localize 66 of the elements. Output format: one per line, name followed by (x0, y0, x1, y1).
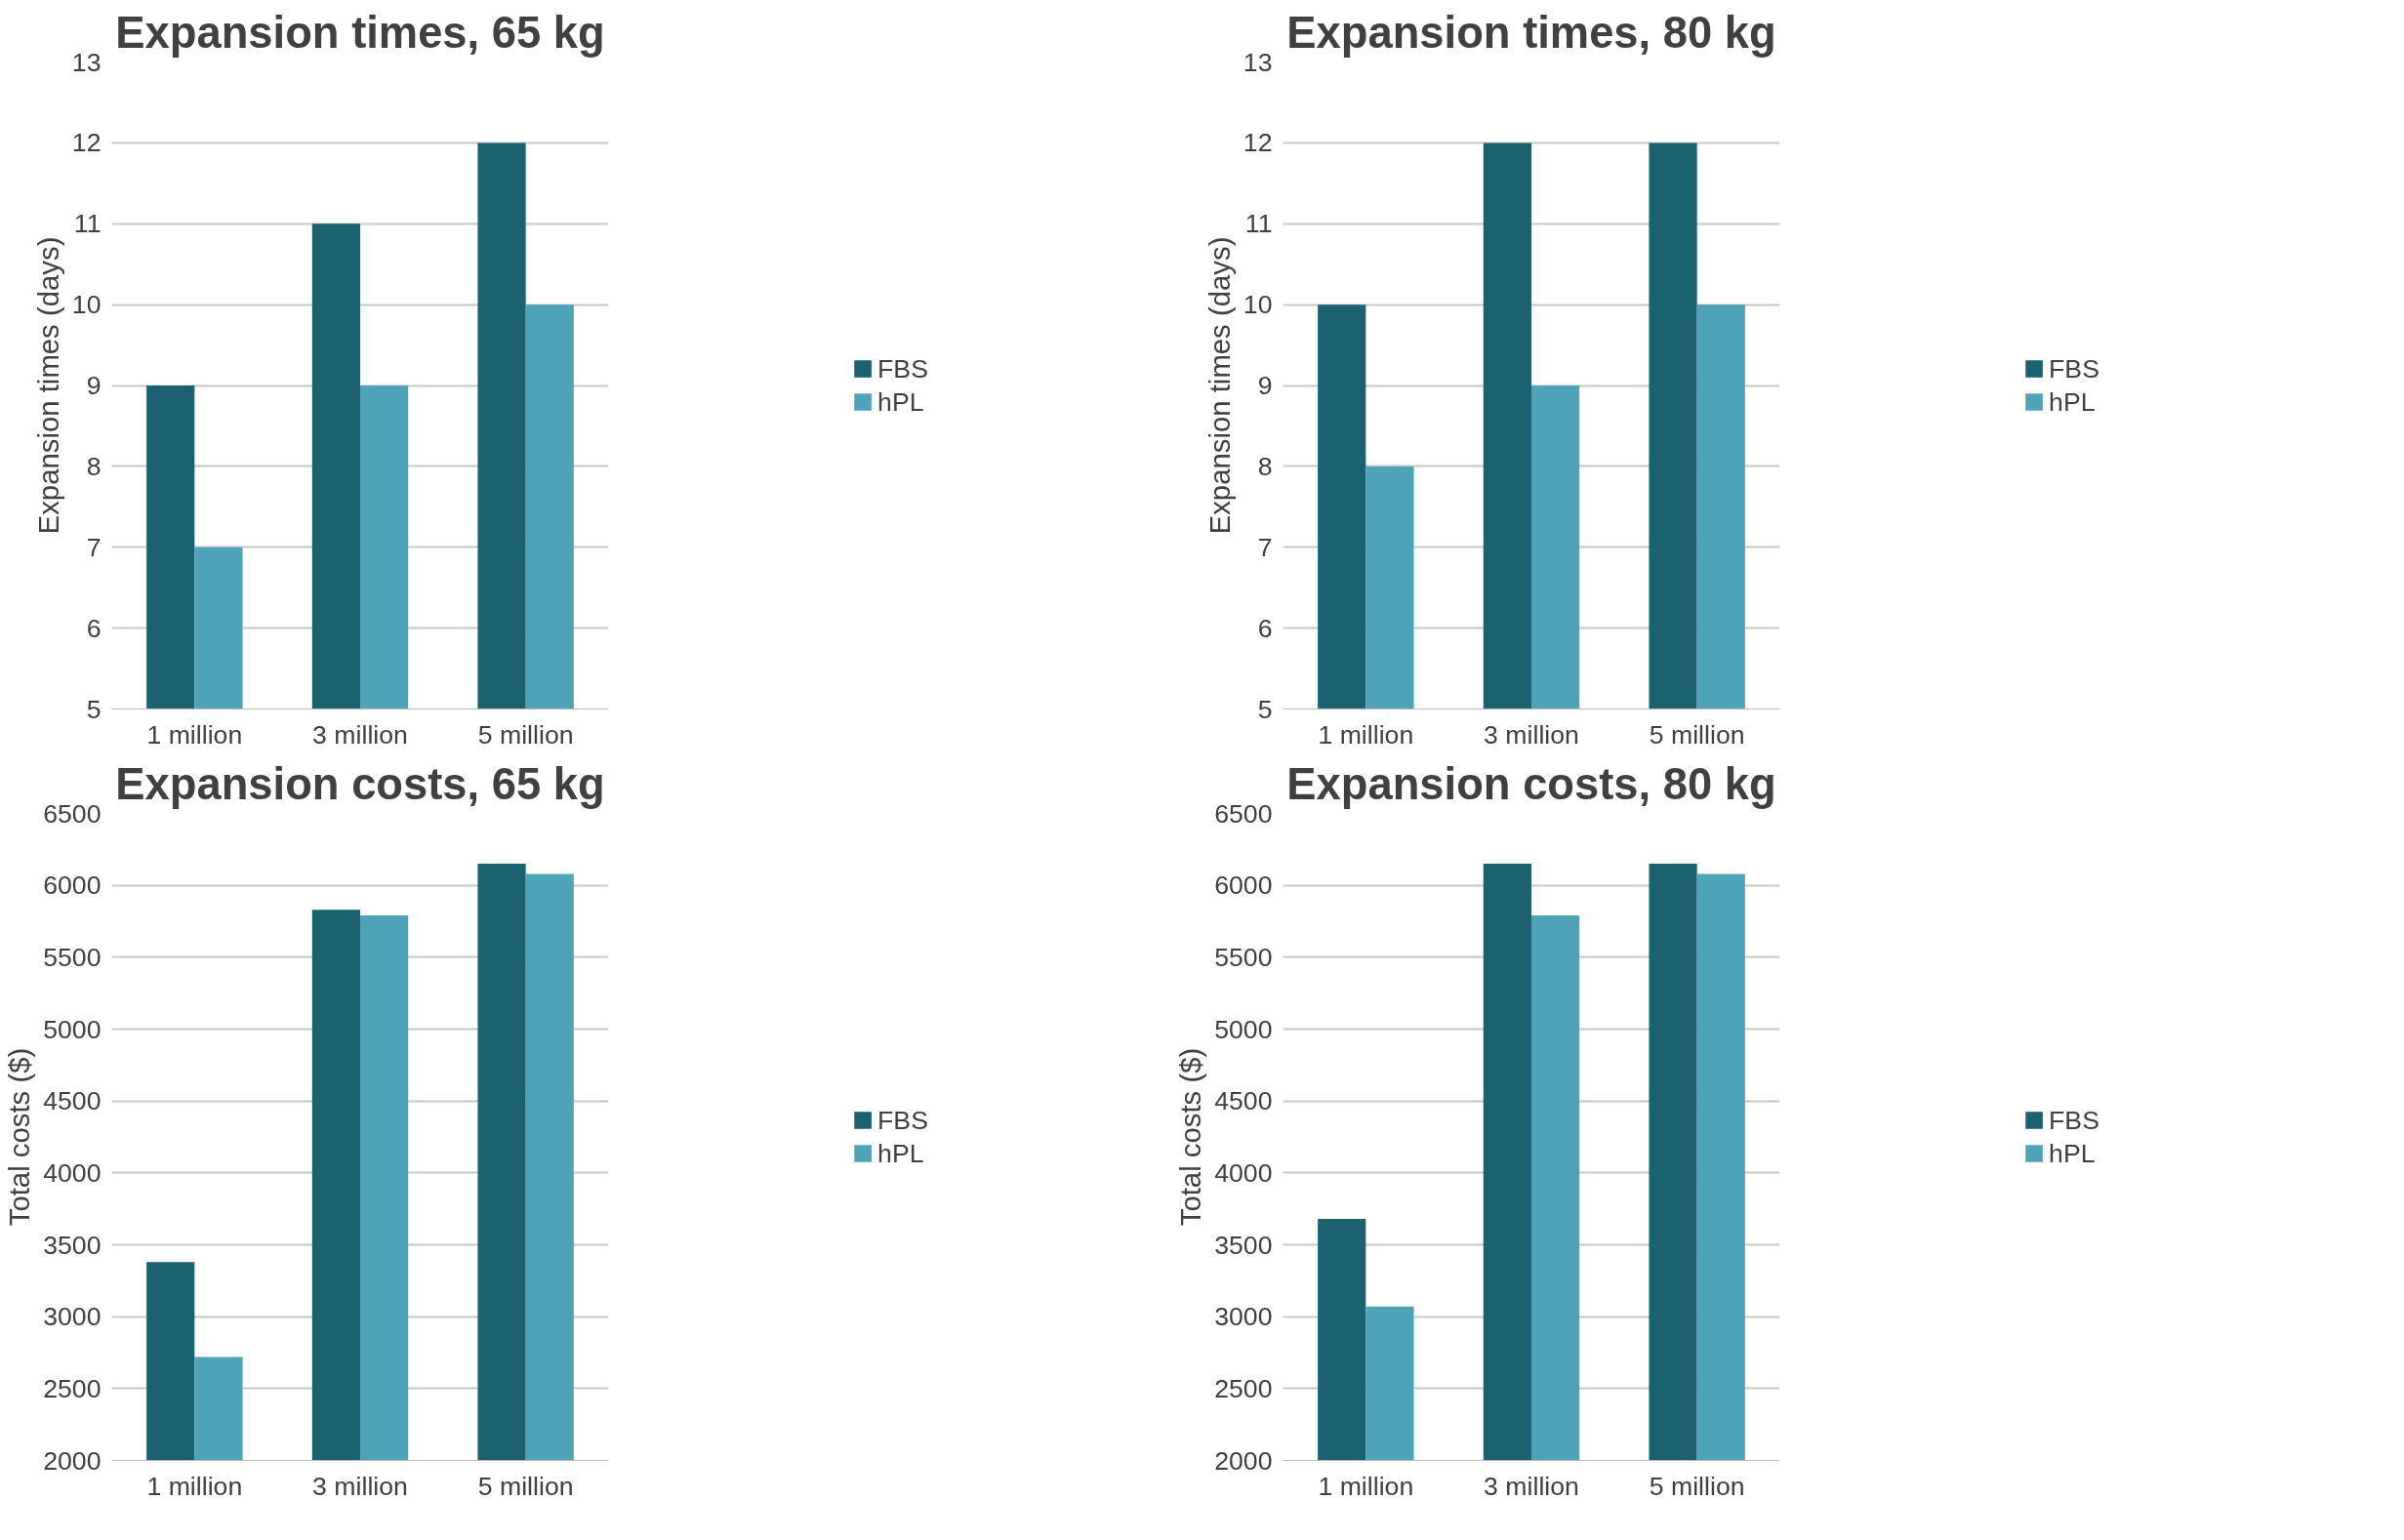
legend-label: hPL (2049, 386, 2096, 417)
y-tick-label: 10 (1243, 290, 1273, 320)
y-axis-title: Expansion times (days) (31, 236, 64, 535)
y-tick-label: 6500 (1214, 798, 1273, 829)
y-tick-label: 12 (1243, 128, 1273, 158)
y-tick-label: 9 (86, 371, 102, 400)
y-tick-label: 4000 (43, 1157, 102, 1188)
y-tick-label: 13 (1243, 47, 1273, 77)
chart-title: Expansion costs, 65 kg (115, 758, 605, 809)
legend-label: FBS (877, 353, 928, 384)
y-tick-label: 4500 (1214, 1086, 1273, 1116)
x-tick-label: 5 million (477, 1471, 574, 1501)
y-tick-label: 9 (1257, 371, 1273, 400)
x-tick-label: 1 million (1318, 1471, 1414, 1501)
y-axis-title: Total costs ($) (1174, 1047, 1207, 1227)
x-tick-label: 5 million (1649, 719, 1745, 750)
y-tick-label: 3500 (1214, 1230, 1273, 1260)
y-tick-label: 6500 (43, 798, 102, 829)
y-tick-label: 8 (86, 451, 102, 481)
y-tick-label: 5000 (1214, 1014, 1273, 1044)
legend-label: FBS (877, 1105, 928, 1135)
x-tick-label: 3 million (312, 719, 408, 750)
x-tick-label: 5 million (477, 719, 574, 750)
y-tick-label: 12 (71, 128, 102, 158)
x-tick-label: 3 million (1484, 719, 1579, 750)
y-tick-label: 2000 (43, 1445, 102, 1476)
y-tick-label: 5500 (1214, 942, 1273, 972)
legend-label: hPL (877, 1138, 924, 1168)
y-tick-label: 6000 (43, 871, 102, 901)
y-tick-label: 7 (1257, 532, 1273, 562)
y-tick-label: 10 (71, 290, 102, 320)
chart-title: Expansion costs, 80 kg (1286, 758, 1776, 809)
y-tick-label: 3000 (1214, 1302, 1273, 1332)
y-tick-label: 5500 (43, 942, 102, 972)
y-tick-label: 11 (73, 209, 102, 239)
y-tick-label: 13 (71, 47, 102, 77)
y-tick-label: 2500 (1214, 1373, 1273, 1403)
x-tick-label: 1 million (146, 1471, 243, 1501)
chart-title: Expansion times, 80 kg (1286, 7, 1776, 58)
x-tick-label: 3 million (1484, 1471, 1579, 1501)
y-tick-label: 2500 (43, 1373, 102, 1403)
y-tick-label: 11 (1244, 209, 1273, 239)
legend-label: FBS (2049, 353, 2099, 384)
x-tick-label: 5 million (1649, 1471, 1745, 1501)
y-tick-label: 5000 (43, 1014, 102, 1044)
legend-label: hPL (2049, 1138, 2096, 1168)
y-tick-label: 4500 (43, 1086, 102, 1116)
y-tick-label: 6 (1257, 613, 1273, 643)
y-tick-label: 6000 (1214, 871, 1273, 901)
y-tick-label: 2000 (1214, 1445, 1273, 1476)
legend-label: FBS (2049, 1105, 2099, 1135)
y-tick-label: 3500 (43, 1230, 102, 1260)
y-tick-label: 7 (86, 532, 102, 562)
y-tick-label: 4000 (1214, 1157, 1273, 1188)
chart-title: Expansion times, 65 kg (115, 7, 605, 58)
x-tick-label: 1 million (1318, 719, 1414, 750)
legend-label: hPL (877, 386, 924, 417)
y-axis-title: Total costs ($) (3, 1047, 36, 1227)
y-tick-label: 6 (86, 613, 102, 643)
y-tick-label: 3000 (43, 1302, 102, 1332)
y-tick-label: 5 (1257, 694, 1273, 724)
x-tick-label: 3 million (312, 1471, 408, 1501)
y-axis-title: Expansion times (days) (1202, 236, 1236, 535)
x-tick-label: 1 million (146, 719, 243, 750)
y-tick-label: 8 (1257, 451, 1273, 481)
y-tick-label: 5 (86, 694, 102, 724)
